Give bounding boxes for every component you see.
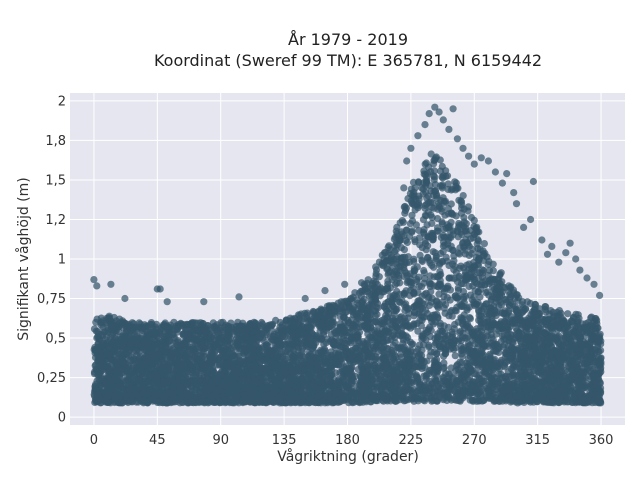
data-point xyxy=(329,341,337,349)
data-point xyxy=(339,313,348,321)
data-point xyxy=(382,300,390,308)
data-point xyxy=(479,323,487,332)
data-points xyxy=(90,103,605,407)
chart-title-line2: Koordinat (Sweref 99 TM): E 365781, N 61… xyxy=(154,51,542,70)
data-point xyxy=(402,303,410,311)
data-point xyxy=(363,279,371,287)
data-point xyxy=(479,269,487,277)
data-point xyxy=(422,159,430,167)
data-point xyxy=(476,293,484,301)
data-point xyxy=(347,339,355,347)
data-point xyxy=(457,262,465,270)
data-point xyxy=(541,305,549,314)
data-point xyxy=(442,301,450,309)
data-point xyxy=(140,324,148,333)
data-point xyxy=(444,180,452,188)
data-point xyxy=(90,325,99,333)
data-point xyxy=(424,253,432,261)
data-point xyxy=(375,273,383,281)
data-point xyxy=(92,318,100,326)
data-point xyxy=(418,346,426,354)
data-point xyxy=(170,318,178,326)
data-point xyxy=(457,342,465,350)
data-point xyxy=(450,325,458,333)
data-point xyxy=(259,334,267,342)
chart-title-line1: År 1979 - 2019 xyxy=(288,30,408,49)
data-point xyxy=(385,242,393,250)
data-point xyxy=(458,352,466,360)
data-point xyxy=(416,234,424,242)
data-point xyxy=(408,227,416,235)
data-point xyxy=(522,304,530,313)
data-point xyxy=(560,377,568,385)
data-point xyxy=(424,208,432,216)
data-point xyxy=(420,266,428,275)
data-point xyxy=(414,392,422,400)
data-point xyxy=(459,192,467,200)
data-point xyxy=(152,329,160,337)
data-point xyxy=(465,282,473,291)
data-point xyxy=(427,326,435,335)
data-point xyxy=(555,307,564,315)
data-point xyxy=(466,314,474,322)
data-point xyxy=(459,288,468,296)
data-point xyxy=(416,251,424,259)
data-point xyxy=(173,328,181,336)
data-point xyxy=(446,296,454,304)
data-point xyxy=(489,267,497,275)
data-point xyxy=(444,185,452,194)
data-point xyxy=(445,261,453,270)
data-point xyxy=(418,257,426,266)
data-point xyxy=(470,216,478,224)
data-point xyxy=(451,352,459,360)
data-point xyxy=(428,219,436,227)
data-point xyxy=(480,240,488,248)
data-point xyxy=(451,262,459,271)
data-point xyxy=(449,246,457,254)
data-point xyxy=(484,271,492,279)
data-point xyxy=(431,249,439,257)
data-point xyxy=(421,290,429,299)
data-point xyxy=(409,178,418,186)
data-point xyxy=(426,182,434,190)
data-point xyxy=(374,304,382,312)
data-point xyxy=(371,318,379,326)
data-point xyxy=(467,249,476,258)
data-point xyxy=(439,172,448,180)
data-point xyxy=(445,274,453,282)
data-point xyxy=(300,359,308,367)
data-point xyxy=(426,352,434,360)
